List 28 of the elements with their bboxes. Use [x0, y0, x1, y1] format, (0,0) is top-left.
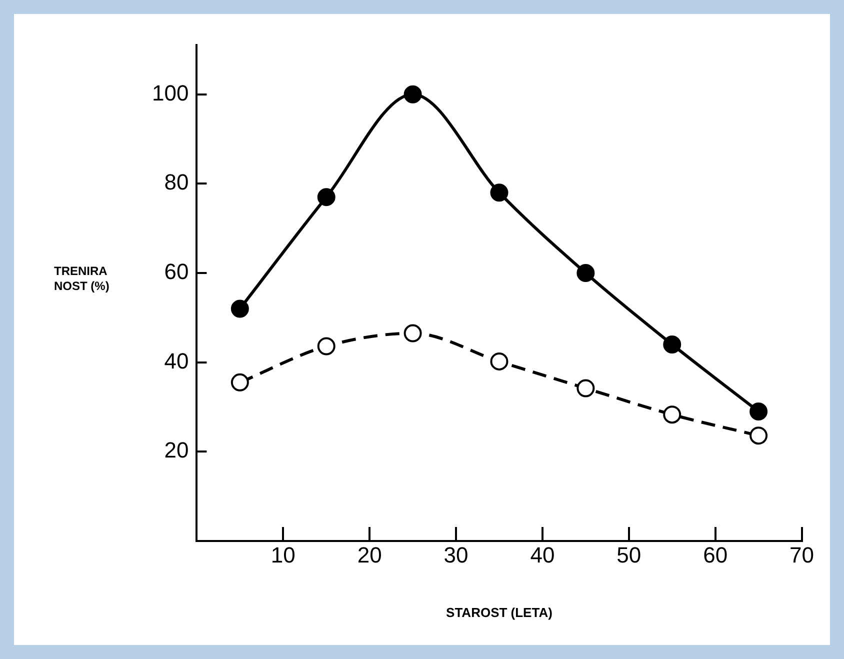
- x-tick-label: 60: [703, 542, 728, 568]
- x-tick-label: 40: [530, 542, 555, 568]
- point: [750, 402, 768, 420]
- point: [230, 300, 249, 318]
- point: [576, 264, 595, 282]
- y-axis-title: TRENIRA NOST (%): [54, 264, 110, 294]
- point: [576, 379, 595, 398]
- x-tick-label: 10: [270, 542, 296, 568]
- x-tick-label: 20: [357, 542, 382, 568]
- x-axis-title: STAROST (LETA): [446, 604, 552, 620]
- point: [404, 85, 422, 104]
- point: [230, 373, 249, 392]
- y-tick-label: 40: [164, 348, 189, 374]
- point: [490, 184, 508, 202]
- point: [663, 406, 682, 424]
- y-tick-label: 100: [152, 80, 189, 106]
- point: [663, 335, 682, 354]
- y-tick-label: 80: [164, 170, 189, 195]
- point: [317, 337, 336, 356]
- x-tick-label: 70: [790, 542, 814, 568]
- x-tick-label: 30: [444, 542, 468, 568]
- point: [750, 426, 768, 445]
- y-tick-label: 20: [164, 438, 189, 463]
- y-tick-label: 60: [164, 259, 189, 284]
- point: [490, 352, 508, 370]
- x-tick-label: 50: [616, 542, 642, 568]
- point: [404, 324, 422, 342]
- point: [317, 188, 336, 206]
